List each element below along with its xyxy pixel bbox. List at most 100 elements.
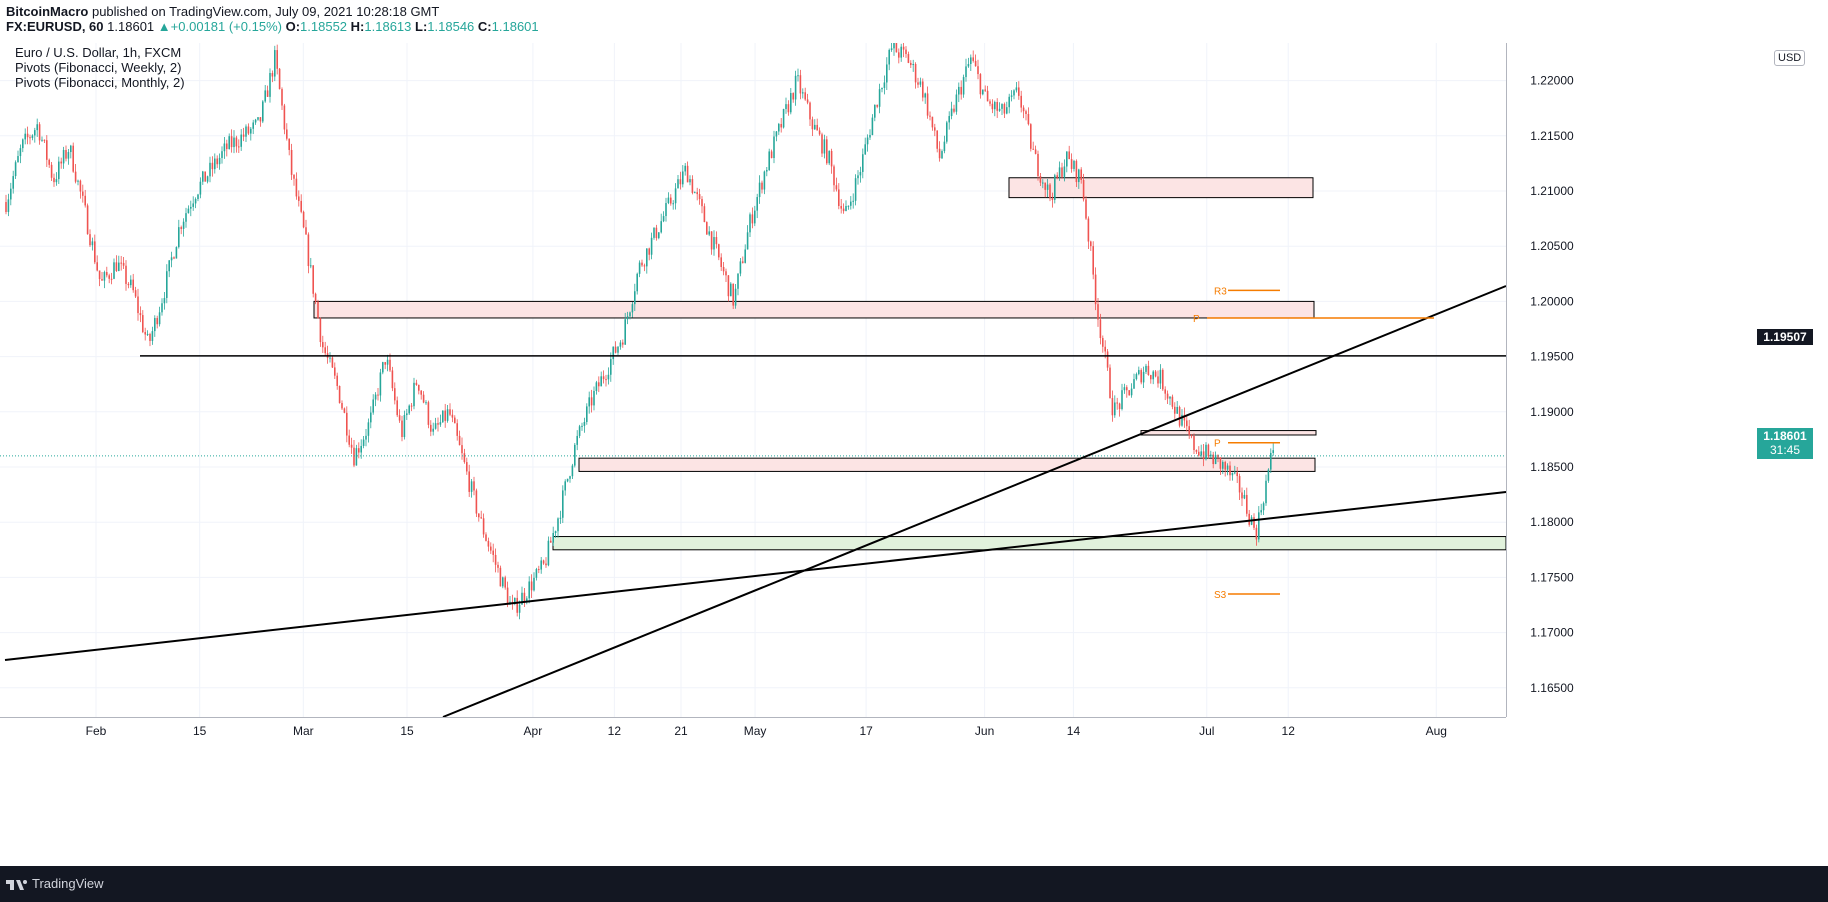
tradingview-brand[interactable]: TradingView [32,876,104,891]
candle-up [758,182,761,198]
candle-up [365,435,367,440]
candle-down [478,513,480,518]
candle-down [1157,376,1159,384]
candle-up [91,241,94,246]
candle-up [1015,87,1018,91]
candle-down [655,227,658,239]
candle-down [1229,465,1231,476]
candle-down [449,409,451,415]
candle-down [281,89,283,106]
candle-up [252,122,254,129]
candle-up [660,221,662,233]
price-chart[interactable]: R3 P P S3 1.16500 1.17000 1.17500 1.18000 1.185… [0,43,1828,866]
candle-down [29,137,31,139]
candle-down [341,403,343,409]
candle-up [1210,454,1212,457]
candle-down [492,550,494,555]
candle-up [434,423,437,429]
candle-up [982,89,984,95]
candle-down [701,199,703,207]
candle-up [854,178,857,201]
chart-area[interactable]: R3 P P S3 1.16500 1.17000 1.17500 1.18000 1.185… [0,43,1828,866]
candle-up [967,63,970,67]
candle-down [1195,450,1198,452]
candle-down [238,146,240,148]
candle-down [1147,365,1150,376]
candle-down [283,105,286,130]
candle-down [691,179,694,193]
candle-up [442,410,444,423]
candle-up [187,208,190,214]
candle-down [1116,402,1118,404]
candle-down [1253,517,1255,528]
candle-down [816,124,818,131]
publisher-name[interactable]: BitcoinMacro [6,4,89,19]
candle-up [1270,452,1272,470]
candle-up [1073,160,1075,169]
candle-down [127,283,130,286]
resistance-zone [1140,430,1317,436]
x-tick-label: 15 [193,724,207,738]
candle-up [773,136,775,159]
candle-up [746,232,749,250]
candle-down [84,195,86,206]
candle-down [295,178,298,197]
candle-down [358,448,360,453]
candle-down [89,234,91,246]
candle-down [317,301,319,319]
candle-down [1207,444,1210,457]
candle-up [274,50,276,77]
candle-down [1236,472,1238,477]
candle-down [725,271,727,276]
candle-down [334,367,336,376]
indicator-weekly-pivots[interactable]: Pivots (Fibonacci, Weekly, 2) [15,60,182,75]
candle-down [391,370,394,389]
candle-up [10,188,12,200]
candle-down [300,200,302,212]
candle-up [514,597,516,604]
candle-up [518,604,521,613]
candle-up [674,188,677,204]
candle-down [475,490,478,514]
candle-up [1054,175,1056,200]
candle-down [842,208,845,212]
indicator-monthly-pivots[interactable]: Pivots (Fibonacci, Monthly, 2) [15,75,185,90]
candle-up [886,64,888,83]
candle-down [986,90,989,102]
candle-up [667,197,670,204]
currency-badge[interactable]: USD [1774,50,1806,66]
candle-up [778,123,780,132]
candle-up [146,333,149,335]
candle-down [910,62,912,66]
candle-down [322,342,324,348]
candle-down [984,89,986,91]
candle-down [353,447,355,466]
x-tick-label: 17 [859,724,873,738]
candle-up [228,136,230,150]
published-text: published on TradingView.com, July 09, 2… [91,4,440,19]
candle-down [590,397,593,406]
candle-up [610,359,612,375]
candle-up [41,139,43,141]
tradingview-logo-icon[interactable] [6,877,28,891]
x-tick-label: Apr [524,724,543,738]
candle-down [821,134,823,154]
candle-up [552,533,554,543]
candle-down [550,540,552,543]
candle-up [245,126,247,137]
candle-up [890,48,893,50]
candle-down [26,133,29,138]
candle-down [50,164,53,178]
candle-down [876,104,878,107]
candle-up [662,216,665,222]
candle-down [917,82,919,85]
candle-down [804,92,806,100]
candle-up [521,592,523,605]
candle-down [1070,159,1073,169]
candle-up [958,86,960,95]
candle-up [113,262,115,279]
candle-down [523,592,526,602]
candle-up [221,151,223,158]
candle-up [763,171,766,190]
candle-down [242,134,245,137]
